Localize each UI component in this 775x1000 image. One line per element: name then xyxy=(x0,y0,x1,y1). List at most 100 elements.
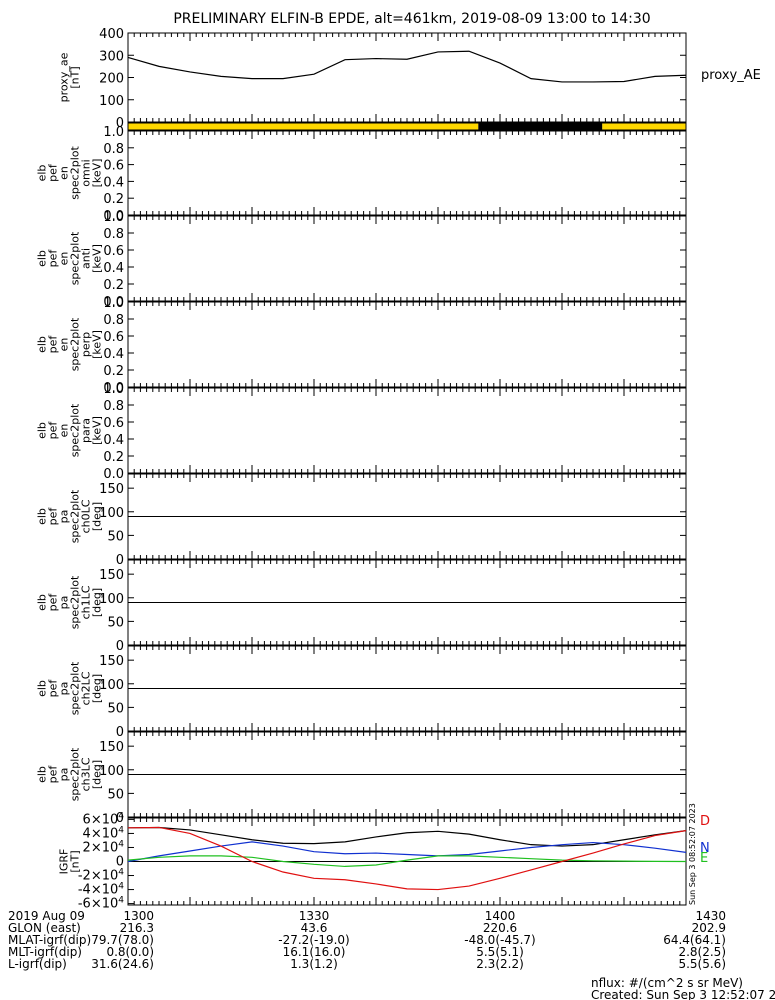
footer-row-value: 43.6 xyxy=(301,921,328,935)
panel-ylabel-line: spec2plot xyxy=(69,575,82,629)
panel-ylabel-line: spec2plot xyxy=(69,231,82,285)
y-tick-label: 0.6 xyxy=(103,244,124,259)
panel-ylabel-line: pef xyxy=(47,249,60,268)
panel-frame xyxy=(127,301,687,388)
panel-ylabel-line: pef xyxy=(47,335,60,354)
footer-row-value: 5.5(5.6) xyxy=(678,957,726,971)
y-tick-label: 0 xyxy=(116,811,124,826)
y-tick-label: 1.0 xyxy=(103,382,124,397)
y-tick-label: 50 xyxy=(107,615,124,630)
panel-stack: proxy_ae[nT]0100200300400proxy_AEelbpefe… xyxy=(36,27,761,912)
panel-ylabel-line: spec2plot xyxy=(69,317,82,371)
panel-ylabel-line: omni xyxy=(80,159,93,186)
panel-ylabel-line: elb xyxy=(36,680,49,697)
y-tick-label: 0.0 xyxy=(103,381,124,396)
footer-row-value: -27.2(-19.0) xyxy=(278,933,349,947)
y-tick-label: 0.2 xyxy=(103,364,124,379)
panel-ylabel-line: [deg] xyxy=(91,674,104,703)
y-tick-label: 100 xyxy=(99,506,124,521)
panel-frame xyxy=(127,130,687,216)
panel-ylabel-line: en xyxy=(58,424,71,438)
created-timestamp: Created: Sun Sep 3 12:52:07 2023 xyxy=(591,988,775,1000)
panel-ylabel-line: spec2plot xyxy=(69,661,82,715)
panel-ylabel-line: [deg] xyxy=(91,760,104,789)
y-tick-label: 0 xyxy=(116,639,124,654)
panel-ylabel-line: spec2plot xyxy=(69,403,82,457)
panel-ylabel-line: pef xyxy=(47,593,60,612)
y-tick-label: -6×104 xyxy=(78,896,124,912)
panel-ylabel-line: en xyxy=(58,166,71,180)
y-tick-label: 1.0 xyxy=(103,296,124,311)
footer-row-label: MLAT-igrf(dip) xyxy=(8,933,91,947)
panel-proxy_ae: proxy_ae[nT] 0 100 200 300 400 proxy_AE xyxy=(58,27,761,131)
side-timestamp-stamp: Sun Sep 3 08:52:07 2023 xyxy=(688,803,697,905)
panel-ylabel-line: pef xyxy=(47,507,60,526)
footer-row-value: 64.4(64.1) xyxy=(663,933,726,947)
panel-ylabel-line: [keV] xyxy=(91,159,104,188)
y-tick-label: 50 xyxy=(107,529,124,544)
y-tick-label: 0 xyxy=(116,855,124,870)
footer-row-value: 220.6 xyxy=(483,921,517,935)
footer-row-value: 2.8(2.5) xyxy=(678,945,726,959)
panel-ylabel-line: [deg] xyxy=(91,588,104,617)
y-tick-label: 150 xyxy=(99,740,124,755)
panel-ylabel-line: perp xyxy=(80,332,93,357)
proxy-ae-line xyxy=(127,50,687,83)
y-tick-label: 50 xyxy=(107,701,124,716)
igrf-series-N xyxy=(127,841,687,863)
y-tick-label: 150 xyxy=(99,568,124,583)
footer-row-label: L-igrf(dip) xyxy=(8,957,67,971)
panel-ylabel-line: anti xyxy=(80,248,93,269)
y-tick-label: 0.4 xyxy=(103,261,124,276)
proxy-ae-legend: proxy_AE xyxy=(701,68,761,83)
panel-ylabel-line: ch2LC xyxy=(80,671,93,705)
footer-row-value: 1330 xyxy=(299,909,330,923)
y-tick-label: 0.6 xyxy=(103,330,124,345)
panel-ylabel-line: ch1LC xyxy=(80,585,93,619)
panel-ylabel-line: pa xyxy=(58,596,71,610)
orbit-ephemeris-footer: 2019 Aug 09 1300 1330 1400 1430 GLON (east) 21… xyxy=(8,909,726,971)
footer-row-value: 1400 xyxy=(485,909,516,923)
panel-ylabel-line: IGRF xyxy=(58,849,71,875)
y-tick-label: 0.8 xyxy=(103,399,124,414)
footer-row-value: 1430 xyxy=(695,909,726,923)
y-tick-label: 0 xyxy=(116,725,124,740)
y-tick-label: 0 xyxy=(116,553,124,568)
footer-row-label: GLON (east) xyxy=(8,921,81,935)
y-tick-label: 150 xyxy=(99,654,124,669)
y-tick-label: -2×104 xyxy=(78,868,124,884)
nflux-units-note: nflux: #/(cm^2 s sr MeV) xyxy=(591,976,743,990)
panel-ylabel-line: elb xyxy=(36,508,49,525)
panel-ylabel-line: elb xyxy=(36,336,49,353)
y-tick-label: 4×104 xyxy=(83,825,125,841)
panel-sunlight_bar xyxy=(127,122,687,131)
panel-ylabel-line: [keV] xyxy=(91,416,104,445)
y-tick-label: 100 xyxy=(99,592,124,607)
y-tick-label: 0.2 xyxy=(103,450,124,465)
sunlight-segment xyxy=(602,123,686,130)
panel-ylabel-line: pa xyxy=(58,768,71,782)
footer-row-value: 1300 xyxy=(123,909,154,923)
y-tick-label: 0.8 xyxy=(103,227,124,242)
panel-ylabel-line: [keV] xyxy=(91,330,104,359)
panel-ylabel-line: pa xyxy=(58,510,71,524)
footer-row-value: -48.0(-45.7) xyxy=(464,933,535,947)
panel-frame xyxy=(127,215,687,302)
igrf-component-label: D xyxy=(700,814,710,829)
panel-ylabel-line: elb xyxy=(36,766,49,783)
igrf-component-label: N xyxy=(700,841,710,856)
panel-ylabel-line: [keV] xyxy=(91,244,104,273)
igrf-component-label: E xyxy=(700,851,708,866)
y-tick-label: 100 xyxy=(99,94,124,109)
panel-ylabel-line: elb xyxy=(36,422,49,439)
y-tick-label: 0.4 xyxy=(103,433,124,448)
y-tick-label: 0.6 xyxy=(103,416,124,431)
